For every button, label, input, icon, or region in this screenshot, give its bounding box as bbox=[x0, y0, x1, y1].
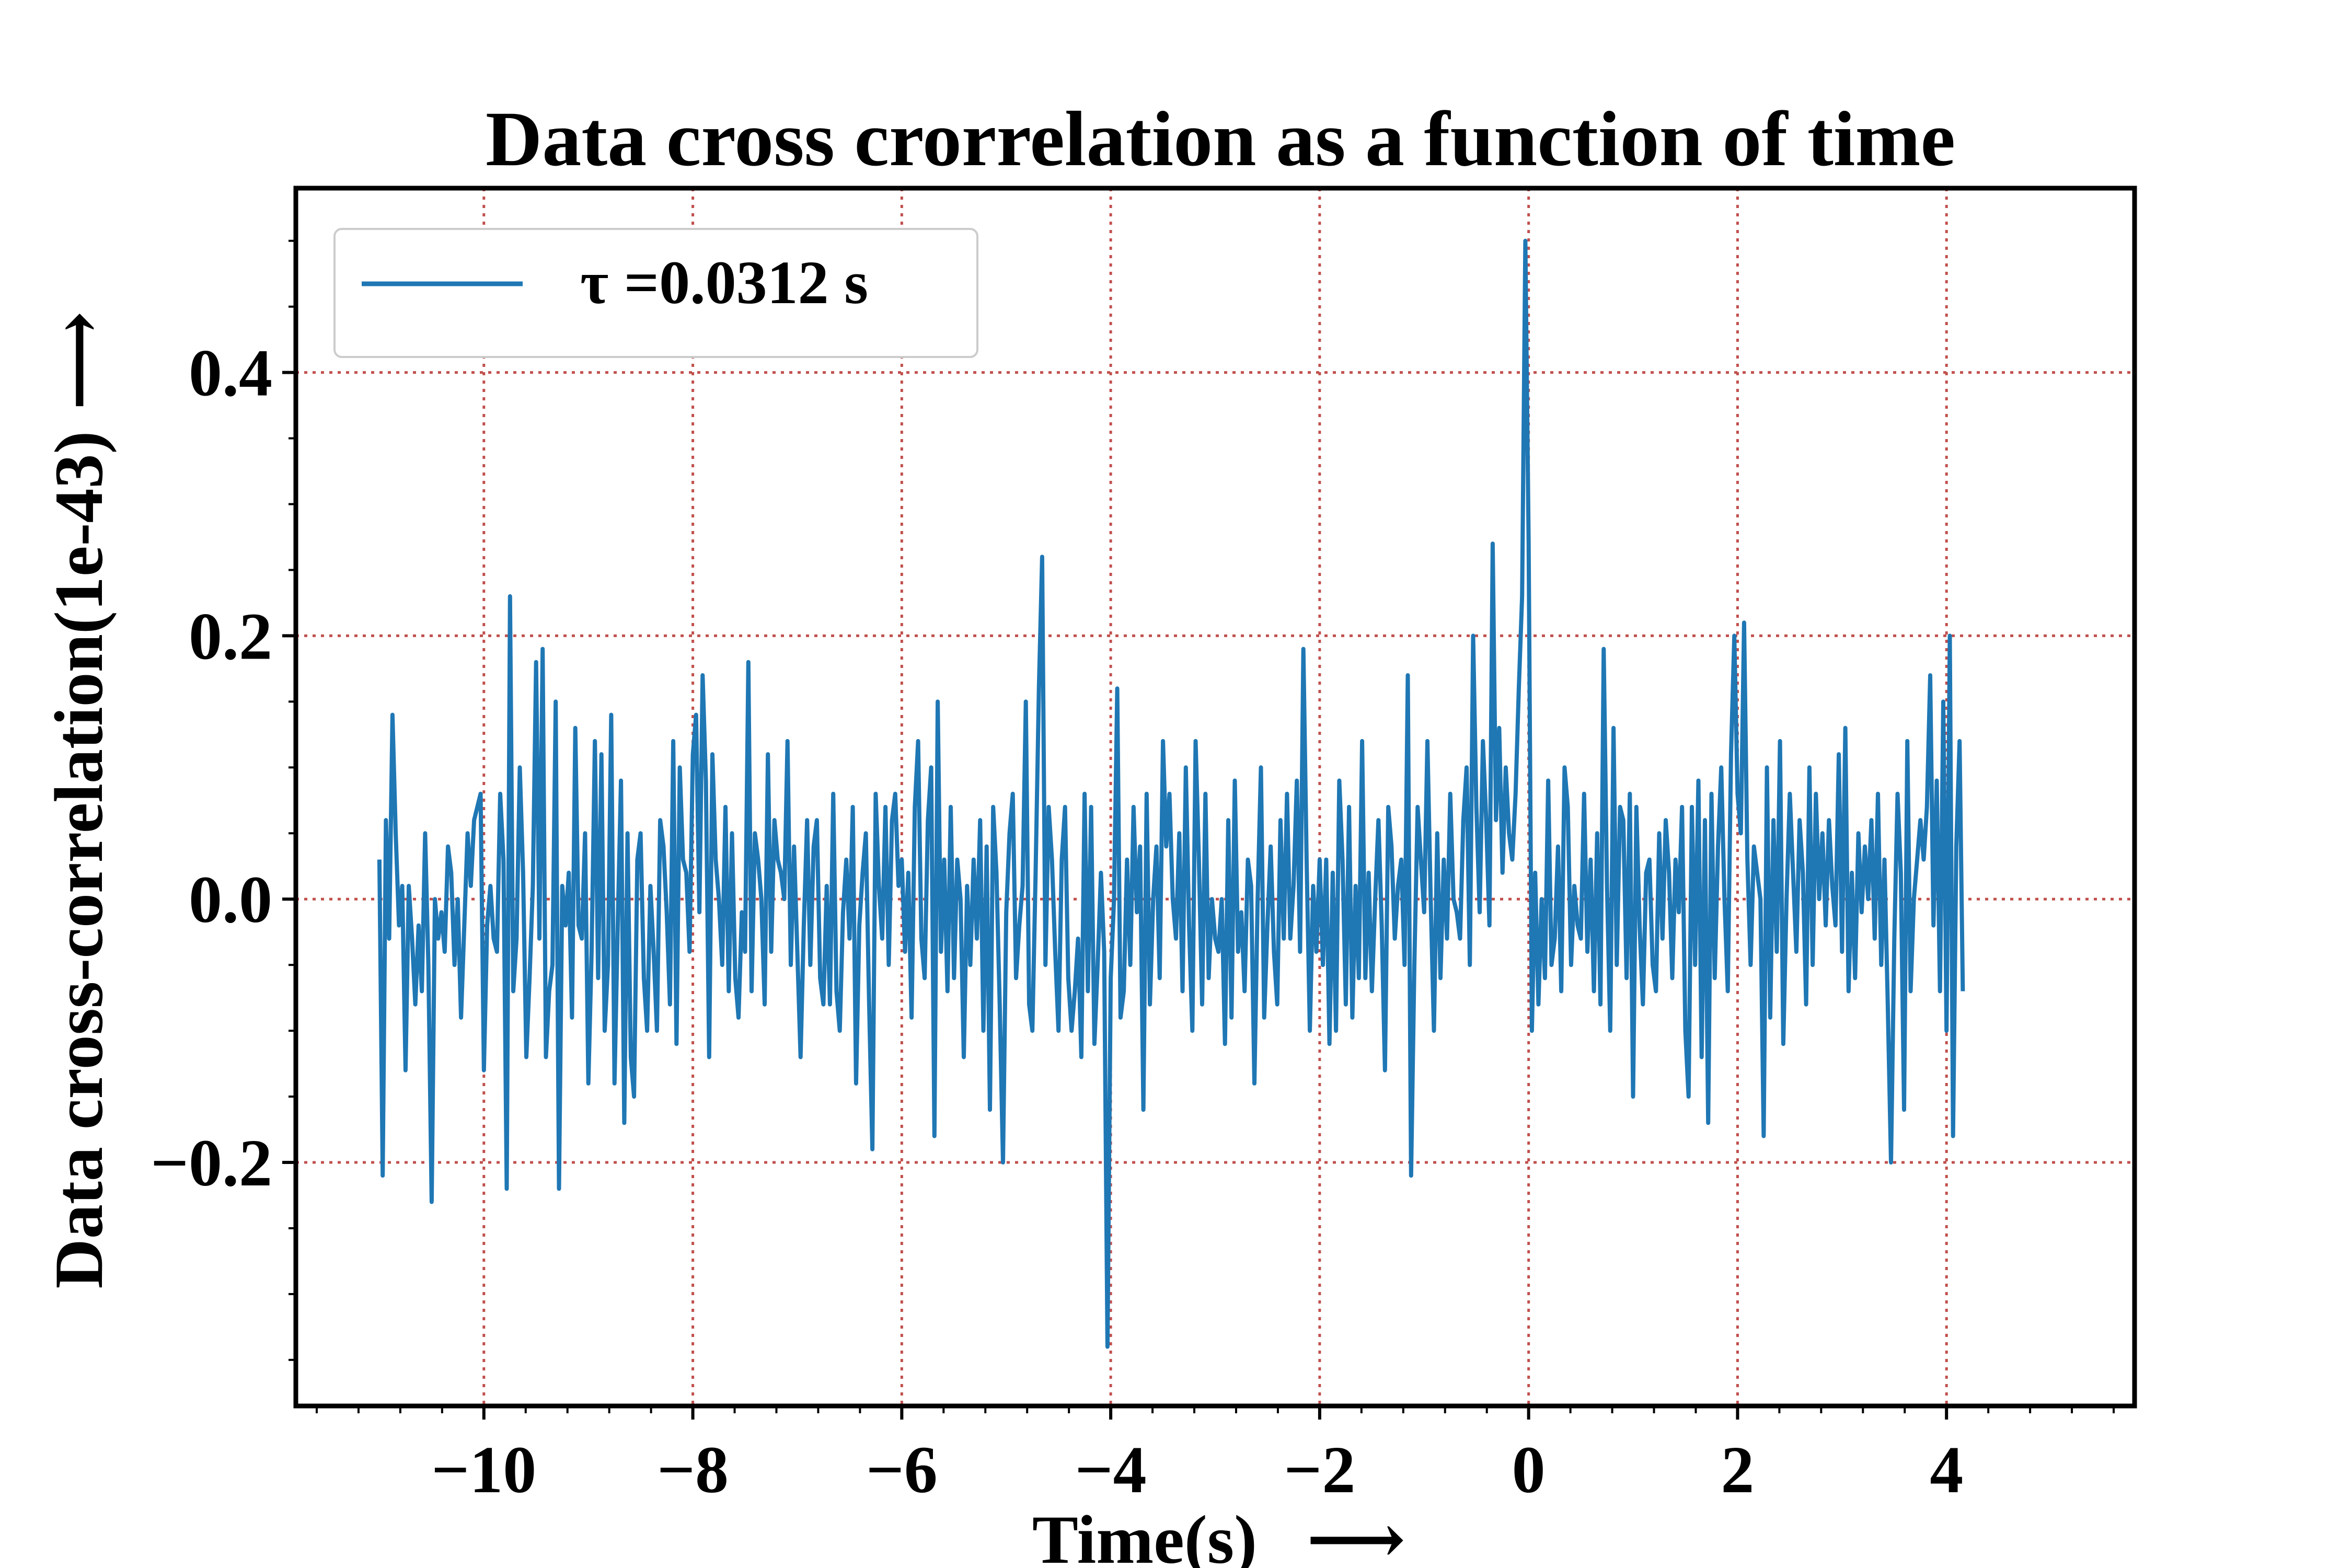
chart-title: Data cross crorrelation as a function of… bbox=[486, 96, 1955, 182]
legend: τ =0.0312 s bbox=[333, 228, 978, 358]
data-series bbox=[377, 238, 1965, 1349]
x-tick-label: 4 bbox=[1930, 1433, 1963, 1507]
x-axis-arrow: ⟶ bbox=[1307, 1501, 1405, 1568]
y-axis-arrow: ⟶ bbox=[40, 311, 117, 410]
y-tick-label: 0.4 bbox=[189, 336, 272, 410]
x-axis-label-group: Time(s) ⟶ bbox=[1032, 1501, 1405, 1568]
x-tick-label: −2 bbox=[1284, 1433, 1355, 1507]
grid bbox=[296, 188, 2135, 1406]
x-tick-label: −4 bbox=[1075, 1433, 1147, 1507]
legend-label: τ =0.0312 s bbox=[580, 248, 868, 317]
ticks: −10 −8 −6 −4 −2 0 2 4 −0.2 0.0 0.2 0.4 bbox=[151, 239, 2115, 1507]
x-tick-label: 2 bbox=[1721, 1433, 1754, 1507]
y-tick-label: 0.0 bbox=[189, 862, 272, 937]
x-axis-label: Time(s) bbox=[1032, 1501, 1257, 1568]
y-tick-label: −0.2 bbox=[151, 1126, 272, 1200]
x-tick-label: −10 bbox=[431, 1433, 536, 1507]
plot-frame bbox=[293, 186, 2137, 1409]
y-axis-label-group: Data cross-correlation(1e-43) ⟶ bbox=[40, 311, 117, 1288]
y-axis-label: Data cross-correlation(1e-43) bbox=[40, 431, 117, 1289]
x-tick-label: 0 bbox=[1512, 1433, 1546, 1507]
x-tick-label: −8 bbox=[657, 1433, 729, 1507]
series-line bbox=[377, 238, 1965, 1349]
y-tick-label: 0.2 bbox=[189, 599, 272, 673]
x-tick-label: −6 bbox=[866, 1433, 938, 1507]
legend-box bbox=[333, 228, 978, 358]
